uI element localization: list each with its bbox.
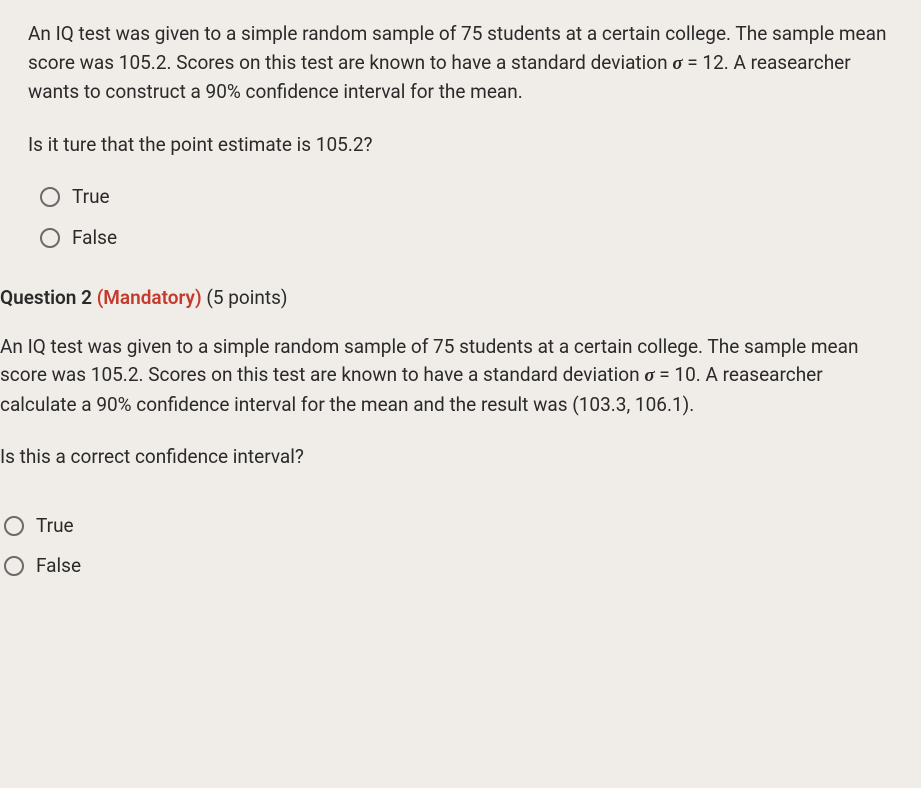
radio-icon[interactable] xyxy=(40,187,60,207)
option-true-row[interactable]: True xyxy=(40,183,893,212)
option-false-row[interactable]: False xyxy=(4,552,893,581)
question-2-header: Question 2 (Mandatory) (5 points) xyxy=(0,284,893,313)
question-2-options: True False xyxy=(0,512,893,581)
question-2-block: An IQ test was given to a simple random … xyxy=(0,333,893,581)
question-1-problem: An IQ test was given to a simple random … xyxy=(28,20,893,107)
option-false-row[interactable]: False xyxy=(40,224,893,253)
radio-icon[interactable] xyxy=(4,516,24,536)
mandatory-label: (Mandatory) xyxy=(97,286,202,309)
option-false-label: False xyxy=(36,552,81,581)
question-1-block: An IQ test was given to a simple random … xyxy=(0,20,893,252)
radio-icon[interactable] xyxy=(40,228,60,248)
option-true-row[interactable]: True xyxy=(4,512,893,541)
radio-icon[interactable] xyxy=(4,556,24,576)
question-1-subquestion: Is it ture that the point estimate is 10… xyxy=(28,131,893,160)
option-false-label: False xyxy=(72,224,117,253)
points-label: (5 points) xyxy=(202,286,288,309)
option-true-label: True xyxy=(72,183,110,212)
question-2-problem: An IQ test was given to a simple random … xyxy=(0,333,893,420)
question-1-options: True False xyxy=(28,183,893,252)
question-2-subquestion: Is this a correct confidence interval? xyxy=(0,443,893,472)
option-true-label: True xyxy=(36,512,74,541)
question-number: Question 2 xyxy=(0,286,97,309)
